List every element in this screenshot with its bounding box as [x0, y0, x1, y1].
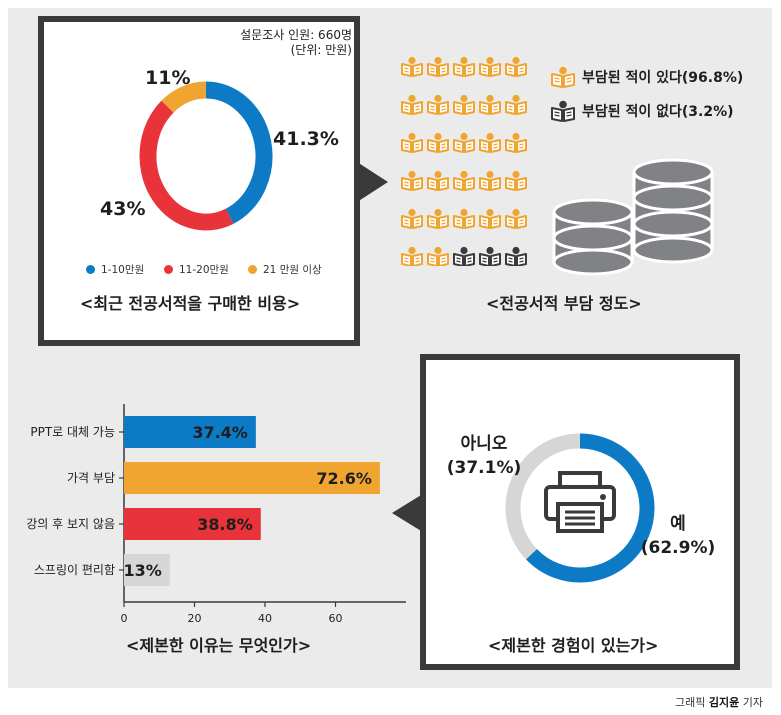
graphic-credit: 그래픽 김지윤 기자 [675, 694, 763, 710]
cost-chart-box [38, 16, 360, 346]
yes-label: 예 (62.9%) [636, 512, 720, 560]
donut-slice-21plus [161, 81, 207, 113]
bar-category-label: 강의 후 보지 않음 [26, 517, 115, 531]
bar-category-label: 스프링이 편리함 [34, 563, 115, 577]
bar-ppt [124, 416, 256, 448]
donut-slice-11-20 [139, 100, 234, 231]
bar-value-label: 13% [124, 561, 162, 580]
bar-price [124, 462, 380, 494]
book-reader-icon-not-burdened [453, 246, 475, 266]
book-reader-icon-burdened [453, 208, 475, 229]
book-reader-icon-burdened [453, 56, 475, 77]
book-pictograph [401, 56, 527, 266]
book-reader-icon-burdened [427, 94, 449, 115]
legend-dot-blue [86, 265, 95, 274]
legend-item-11-20: 11-20만원 [164, 262, 229, 277]
legend-label: 1-10만원 [101, 264, 145, 276]
bar-category-label: 가격 부담 [67, 471, 115, 485]
book-reader-icon-burdened [479, 208, 501, 229]
bar-spring [124, 554, 170, 586]
legend-dot-orange [248, 265, 257, 274]
binding-callout-pointer [392, 492, 426, 534]
x-tick-label: 0 [121, 612, 128, 625]
book-reader-icon-burdened [453, 94, 475, 115]
book-reader-icon-burdened [505, 94, 527, 115]
book-reader-icon-burdened [427, 170, 449, 191]
legend-not-burdened: 부담된 적이 없다(3.2%) [550, 100, 734, 122]
no-label: 아니오 (37.1%) [442, 432, 526, 480]
unit-text: (단위: 만원) [290, 43, 352, 57]
legend-label: 21 만원 이상 [263, 264, 322, 276]
x-tick-label: 20 [188, 612, 202, 625]
donut-slice-yes [526, 433, 655, 583]
credit-name: 김지윤 [708, 696, 740, 709]
bar-value-label: 38.8% [197, 515, 253, 534]
book-reader-icon-burdened [479, 94, 501, 115]
binding-reason-bar-chart: 0 20 40 60 PPT로 대체 가능 37.4% 가격 부담 72.6% 강의 후 보지 … [26, 404, 406, 625]
no-label-value: (37.1%) [446, 458, 522, 478]
x-tick-label: 60 [329, 612, 343, 625]
legend-label: 11-20만원 [179, 264, 229, 276]
slice-label-11-20: 43% [100, 198, 146, 220]
survey-note: 설문조사 인원: 660명 (단위: 만원) [200, 28, 352, 58]
book-reader-icon-not-burdened [479, 246, 501, 266]
cost-donut-chart [139, 81, 273, 231]
bar-category-label: PPT로 대체 가능 [30, 425, 115, 439]
legend-burdened: 부담된 적이 있다(96.8%) [550, 66, 743, 88]
binding-reason-title: <제본한 이유는 무엇인가> [126, 636, 312, 655]
cost-chart-title: <최근 전공서적을 구매한 비용> [80, 294, 301, 313]
book-reader-icon-burdened [427, 246, 449, 266]
book-reader-icon-burdened [479, 56, 501, 77]
coin-stack-icon [552, 158, 714, 276]
book-reader-icon-burdened [401, 94, 423, 115]
book-reader-icon-burdened [401, 208, 423, 229]
legend-burdened-label: 부담된 적이 있다(96.8%) [582, 70, 744, 86]
book-reader-icon-burdened [453, 170, 475, 191]
book-reader-icon-burdened [401, 246, 423, 266]
book-reader-icon-burdened [427, 56, 449, 77]
bar-value-label: 72.6% [316, 469, 372, 488]
book-reader-icon-burdened [401, 132, 423, 153]
book-reader-icon [551, 66, 575, 88]
yes-label-value: (62.9%) [640, 538, 716, 558]
no-label-text: 아니오 [460, 434, 508, 454]
credit-prefix: 그래픽 [675, 696, 709, 709]
binding-experience-title: <제본한 경험이 있는가> [488, 636, 659, 655]
book-reader-icon-burdened [401, 170, 423, 191]
book-reader-icon-burdened [479, 132, 501, 153]
legend-item-21plus: 21 만원 이상 [248, 262, 322, 277]
bar-not-reviewed [124, 508, 261, 540]
slice-label-21plus: 11% [145, 67, 191, 89]
credit-suffix: 기자 [739, 696, 763, 709]
slice-label-1-10: 41.3% [273, 128, 339, 150]
legend-dot-red [164, 265, 173, 274]
book-reader-icon-burdened [505, 56, 527, 77]
cost-chart-callout-pointer [354, 160, 388, 204]
printer-icon [544, 471, 616, 533]
book-reader-icon-burdened [427, 132, 449, 153]
book-reader-icon-burdened [401, 56, 423, 77]
book-reader-icon-burdened [427, 208, 449, 229]
survey-size-text: 설문조사 인원: 660명 [240, 28, 352, 42]
burden-chart-title: <전공서적 부담 정도> [486, 294, 642, 313]
legend-not-burdened-label: 부담된 적이 없다(3.2%) [582, 104, 734, 120]
yes-label-text: 예 [670, 514, 686, 534]
bar-value-label: 37.4% [192, 423, 248, 442]
book-reader-icon-burdened [479, 170, 501, 191]
book-reader-icon-burdened [505, 132, 527, 153]
book-reader-icon-not-burdened [505, 246, 527, 266]
book-reader-icon-burdened [505, 170, 527, 191]
donut-slice-no [505, 433, 581, 560]
legend-item-1-10: 1-10만원 [86, 262, 144, 277]
book-reader-icon-burdened [505, 208, 527, 229]
book-reader-icon-burdened [453, 132, 475, 153]
x-tick-label: 40 [258, 612, 272, 625]
donut-slice-1-10 [205, 81, 273, 224]
book-reader-icon [551, 100, 575, 122]
binding-experience-donut [505, 433, 655, 583]
